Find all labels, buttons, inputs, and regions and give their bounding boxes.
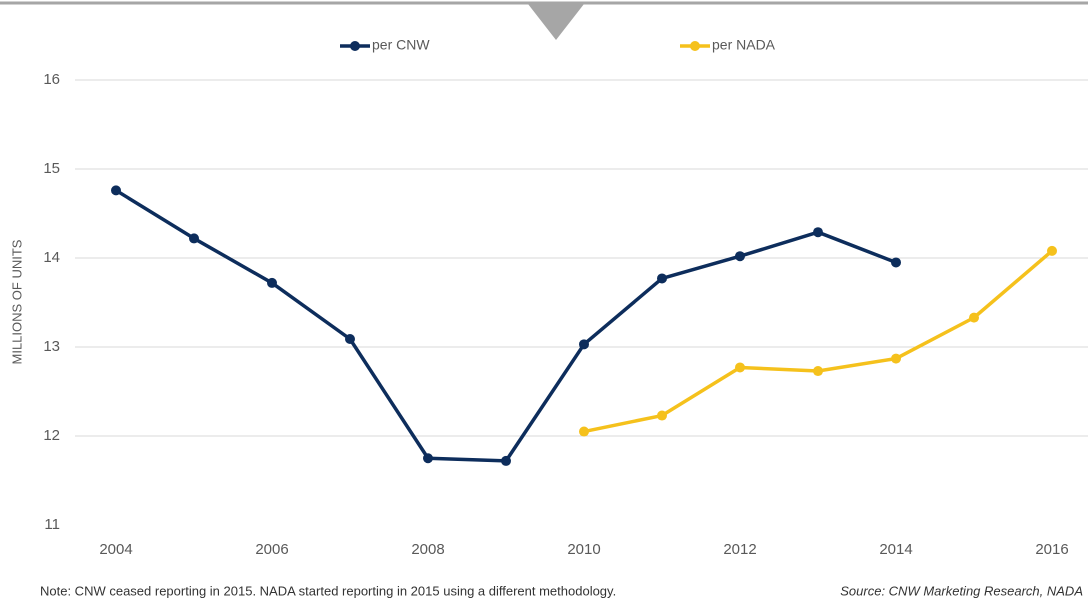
point (735, 251, 745, 262)
note: Note: CNW ceased reporting in 2015. NADA… (40, 583, 616, 598)
point (579, 426, 589, 437)
y-tick-label: 11 (44, 516, 60, 533)
y-tick-label: 16 (43, 71, 60, 88)
point (891, 257, 901, 268)
point (813, 227, 823, 238)
point (423, 453, 433, 464)
x-tick-label: 2014 (879, 541, 912, 558)
point (891, 353, 901, 364)
x-tick-label: 2006 (255, 541, 288, 558)
y-tick-label: 13 (43, 338, 60, 355)
point (735, 362, 745, 373)
x-tick-label: 2012 (723, 541, 756, 558)
x-tick-label: 2016 (1035, 541, 1068, 558)
point (657, 410, 667, 421)
y-tick-label: 12 (43, 427, 60, 444)
legend-marker (350, 41, 360, 51)
x-tick-label: 2010 (567, 541, 600, 558)
point (813, 366, 823, 377)
x-tick-label: 2004 (99, 541, 132, 558)
point (345, 333, 355, 344)
y-axis-title: MILLIONS OF UNITS (9, 239, 24, 364)
y-tick-label: 14 (43, 249, 60, 266)
point (267, 277, 277, 288)
point (189, 233, 199, 244)
source: Source: CNW Marketing Research, NADA (840, 583, 1083, 598)
legend-label: per CNW (372, 37, 430, 53)
chevron (528, 4, 584, 40)
legend-marker (690, 41, 700, 51)
point (501, 455, 511, 466)
x-tick-label: 2008 (411, 541, 444, 558)
series-line (583, 249, 1054, 434)
y-tick-label: 15 (43, 160, 60, 177)
series-line (115, 188, 897, 463)
point (1047, 245, 1057, 256)
point (657, 273, 667, 284)
point (969, 312, 979, 323)
point (579, 339, 589, 350)
legend-label: per NADA (712, 37, 776, 53)
point (111, 185, 121, 196)
